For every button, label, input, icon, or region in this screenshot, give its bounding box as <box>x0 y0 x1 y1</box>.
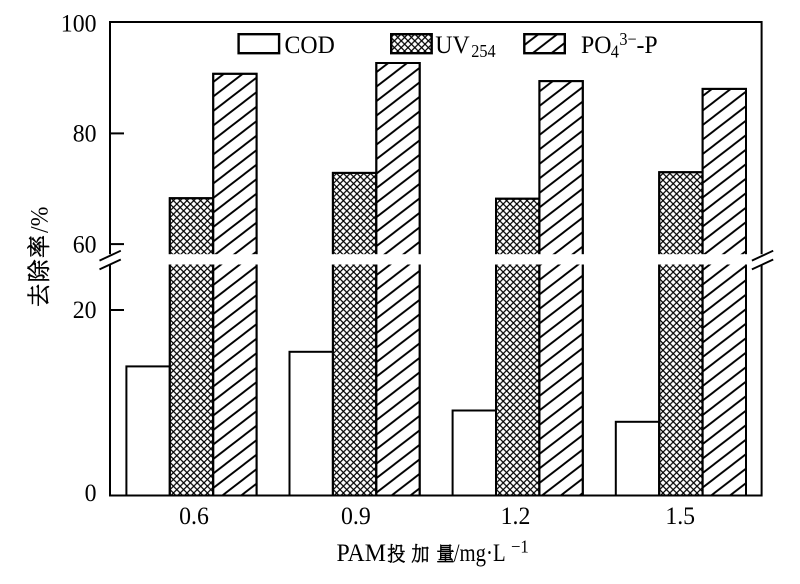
svg-text:/%: /% <box>26 207 54 233</box>
svg-text:0.9: 0.9 <box>341 502 371 530</box>
svg-text:/mg·L: /mg·L <box>454 539 506 568</box>
svg-text:254: 254 <box>471 41 496 61</box>
svg-text:0: 0 <box>85 479 97 507</box>
svg-text:-P: -P <box>637 31 658 59</box>
svg-text:1.2: 1.2 <box>501 502 531 530</box>
svg-text:20: 20 <box>73 296 97 324</box>
svg-text:80: 80 <box>73 120 97 148</box>
svg-text:100: 100 <box>61 10 97 38</box>
svg-text:4: 4 <box>611 42 620 62</box>
svg-text:−1: −1 <box>511 537 529 557</box>
svg-text:60: 60 <box>73 231 97 259</box>
svg-text:3−: 3− <box>619 30 636 50</box>
svg-text:PAM: PAM <box>337 539 386 567</box>
svg-text:0.6: 0.6 <box>179 502 209 530</box>
svg-text:COD: COD <box>285 31 335 59</box>
svg-text:UV: UV <box>435 31 470 59</box>
svg-text:1.5: 1.5 <box>665 502 695 530</box>
svg-text:PO: PO <box>581 31 611 59</box>
